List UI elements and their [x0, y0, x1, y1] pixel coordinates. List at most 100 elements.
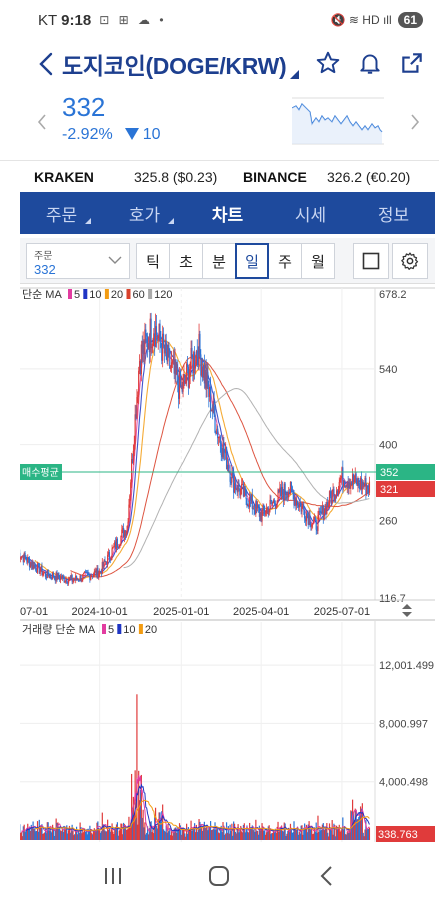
period-week-button[interactable]: 주 [268, 243, 302, 279]
title-dropdown-icon[interactable] [290, 69, 300, 79]
volume-bar [175, 827, 177, 840]
volume-bar [271, 833, 273, 840]
candle-body [100, 571, 103, 574]
volume-bar [297, 834, 300, 840]
candle-body [164, 340, 166, 354]
volume-bar [67, 830, 70, 840]
candle-body [350, 482, 352, 489]
volume-bar [332, 834, 334, 840]
volume-bar [44, 828, 47, 840]
volume-bar [265, 834, 267, 840]
candle-body [202, 364, 205, 378]
volume-bar [223, 825, 225, 840]
legend-swatch [117, 624, 122, 634]
volume-legend-title: 거래량 단순 MA [22, 623, 96, 636]
period-minute-button[interactable]: 분 [202, 243, 236, 279]
avg-buy-tag [20, 464, 62, 480]
price-volume-chart[interactable]: 단순 MA 5 10 20 60 120 678.2 540 400 260 116.7 매수평균… [17, 284, 435, 844]
period-day-button[interactable]: 일 [235, 243, 269, 279]
order-type-select[interactable]: 주문 332 [26, 243, 130, 279]
avg-buy-value-tag [376, 464, 435, 480]
candle-body [171, 361, 174, 363]
volume-bar [234, 831, 237, 840]
chart-area[interactable]: 단순 MA 5 10 20 60 120 678.2 540 400 260 116.7 매수평균… [17, 284, 435, 844]
period-month-button[interactable]: 월 [301, 243, 335, 279]
volume-bar [295, 828, 297, 840]
volume-bar [321, 824, 324, 840]
recent-apps-button[interactable] [93, 856, 133, 896]
back-button[interactable] [26, 42, 66, 86]
candle-body [198, 333, 200, 366]
candle-body [352, 474, 355, 483]
panel-resize-handle[interactable] [402, 604, 412, 617]
share-button[interactable] [397, 48, 427, 78]
volume-bar [59, 827, 61, 840]
volume-bar [86, 834, 88, 840]
chevron-left-icon [37, 114, 46, 130]
page-title[interactable]: 도지코인(DOGE/KRW) [62, 53, 287, 79]
volume-bar [131, 773, 133, 840]
volume-bar [33, 828, 35, 840]
alert-button[interactable] [355, 48, 385, 78]
volume-bar [264, 830, 266, 840]
tab-orderbook[interactable]: 호가 [103, 192, 186, 234]
candle-body [170, 367, 172, 369]
volume-bar [137, 824, 139, 840]
price-y-tick: 400 [379, 440, 397, 452]
candle-body [92, 574, 95, 577]
candle-body [280, 486, 283, 497]
volume-bar [105, 831, 107, 840]
candle-body [351, 482, 353, 485]
candle-body [26, 560, 28, 563]
period-second-button[interactable]: 초 [169, 243, 203, 279]
next-coin-button[interactable] [407, 110, 423, 134]
volume-bar [146, 832, 148, 840]
chart-settings-button[interactable] [392, 243, 428, 279]
candle-body [195, 350, 197, 366]
volume-bar [145, 834, 147, 840]
candle-body [140, 344, 142, 374]
volume-bar [124, 825, 126, 840]
exchange-value: 326.2 (€0.20) [327, 168, 411, 185]
candle-body [280, 487, 282, 497]
volume-bar [81, 833, 83, 840]
candle-body [266, 507, 268, 509]
candle-body [44, 572, 47, 577]
candle-body [31, 562, 33, 567]
candle-body [187, 366, 189, 388]
tab-label: 주문 [45, 205, 78, 225]
candle-body [343, 481, 345, 487]
period-tick-button[interactable]: 틱 [136, 243, 170, 279]
tab-market[interactable]: 시세 [269, 192, 352, 234]
volume-bar [296, 829, 298, 840]
tab-order[interactable]: 주문 [20, 192, 103, 234]
volume-bar [60, 831, 63, 840]
volume-bar [193, 826, 195, 840]
favorite-button[interactable] [313, 48, 343, 78]
volume-bar [287, 830, 289, 840]
prev-coin-button[interactable] [34, 110, 50, 134]
candle-body [87, 573, 89, 575]
tab-chart[interactable]: 차트 [186, 192, 269, 234]
volume-bar [73, 835, 75, 840]
volume-bar [173, 828, 175, 840]
tab-info[interactable]: 정보 [352, 192, 435, 234]
candle-body [134, 414, 136, 444]
candle-body [146, 336, 149, 349]
chart-type-button[interactable] [353, 243, 389, 279]
volume-bar [129, 827, 131, 840]
candle-body [354, 473, 356, 482]
volume-bar [138, 800, 141, 840]
home-button[interactable] [199, 856, 239, 896]
volume-bar [335, 836, 337, 840]
volume-bar [134, 770, 136, 840]
candle-body [265, 508, 268, 514]
volume-bar [41, 824, 43, 840]
candle-body [49, 574, 51, 579]
legend-label: 60 [133, 289, 145, 301]
system-back-button[interactable] [306, 856, 346, 896]
volume-bar [324, 827, 326, 840]
volume-bar [269, 829, 271, 840]
volume-bar [174, 827, 176, 840]
tab-label: 정보 [377, 205, 410, 225]
